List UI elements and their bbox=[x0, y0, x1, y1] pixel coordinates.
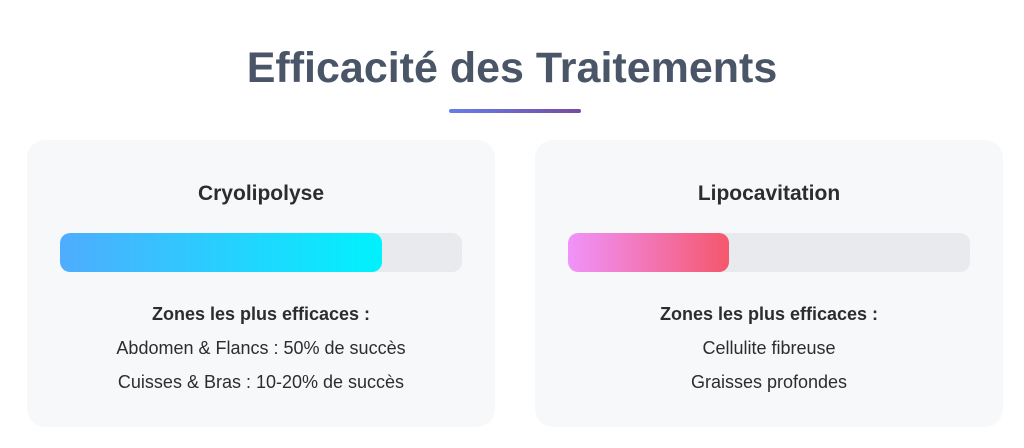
progress-fill bbox=[568, 233, 729, 272]
zones-heading: Zones les plus efficaces : bbox=[659, 304, 879, 324]
zones-list: Zones les plus efficaces : Abdomen & Fla… bbox=[27, 297, 495, 399]
progress-track bbox=[568, 233, 970, 272]
zone-item: Graisses profondes bbox=[690, 372, 848, 392]
card-title: Lipocavitation bbox=[697, 182, 841, 205]
card-title: Cryolipolyse bbox=[197, 182, 325, 205]
zones-heading: Zones les plus efficaces : bbox=[151, 304, 371, 324]
card-cryolipolyse: Cryolipolyse Zones les plus efficaces : … bbox=[27, 140, 495, 427]
page-title: Efficacité des Traitements bbox=[246, 44, 778, 92]
zone-item: Cellulite fibreuse bbox=[702, 338, 836, 358]
progress-fill bbox=[60, 233, 382, 272]
zone-item: Cuisses & Bras : 10-20% de succès bbox=[117, 372, 405, 392]
card-lipocavitation: Lipocavitation Zones les plus efficaces … bbox=[535, 140, 1003, 427]
progress-track bbox=[60, 233, 462, 272]
title-underline bbox=[449, 109, 581, 113]
zones-list: Zones les plus efficaces : Cellulite fib… bbox=[535, 297, 1003, 399]
zone-item: Abdomen & Flancs : 50% de succès bbox=[116, 338, 406, 358]
